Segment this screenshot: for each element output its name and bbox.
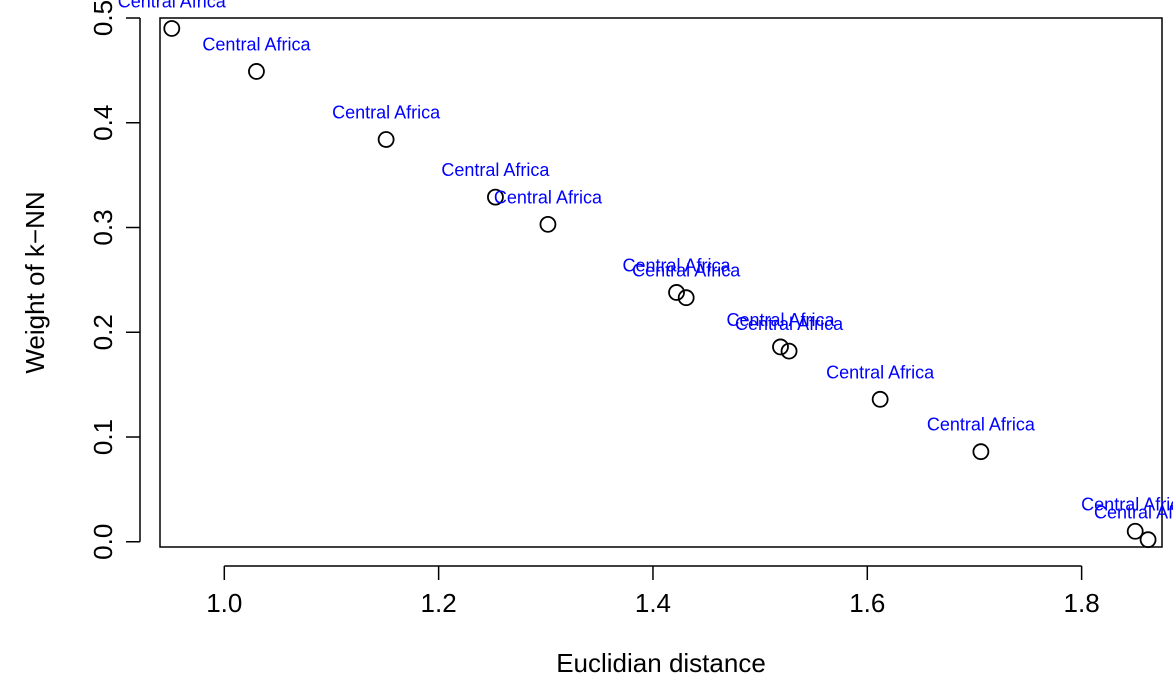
y-tick-label: 0.1 (88, 419, 118, 455)
x-tick-label: 1.2 (421, 588, 457, 618)
data-point (972, 443, 990, 461)
plot-frame (159, 17, 1163, 548)
point-label: Central Africa (735, 314, 844, 334)
point-label: Central Africa (726, 310, 835, 330)
point-label: Central Africa (623, 255, 732, 275)
data-point (780, 342, 798, 360)
x-tick-label: 1.0 (206, 588, 242, 618)
y-tick-label: 0.4 (88, 105, 118, 141)
x-tick-label: 1.8 (1064, 588, 1100, 618)
data-point (871, 390, 889, 408)
data-point (248, 63, 265, 80)
plot-area (159, 17, 1163, 548)
point-label: Central Africa (927, 415, 1036, 435)
point-label: Central Africa (494, 187, 603, 207)
data-point (1139, 531, 1157, 549)
data-point (539, 215, 557, 233)
point-label: Central Africa (332, 103, 441, 123)
x-axis: 1.0 1.2 1.4 1.6 1.8 (206, 565, 1100, 618)
y-axis-title: Weight of k−NN (20, 191, 50, 373)
data-point (1126, 522, 1144, 540)
y-tick-label: 0.3 (88, 209, 118, 245)
data-point (772, 338, 789, 356)
point-label: Central Africa (202, 34, 311, 54)
data-points (163, 20, 1157, 549)
x-tick-label: 1.4 (635, 588, 671, 618)
point-label: Central Africa (826, 362, 935, 382)
y-axis: 0.0 0.1 0.2 0.3 0.4 0.5 (88, 0, 141, 560)
data-point (487, 188, 504, 206)
x-tick-label: 1.6 (849, 588, 885, 618)
data-point (677, 289, 695, 307)
point-label: Central Africa (1081, 494, 1173, 514)
point-label: Central Africa (632, 261, 741, 281)
data-point (377, 131, 395, 148)
x-axis-title: Euclidian distance (556, 648, 766, 678)
data-point (668, 284, 685, 301)
data-point (163, 20, 181, 37)
point-label: Central Africa (441, 160, 550, 180)
y-tick-label: 0.5 (88, 0, 118, 36)
point-label: Central Africa (118, 0, 227, 11)
y-tick-label: 0.0 (88, 524, 118, 560)
point-label: Central Africa (1094, 503, 1173, 523)
y-tick-label: 0.2 (88, 314, 118, 350)
